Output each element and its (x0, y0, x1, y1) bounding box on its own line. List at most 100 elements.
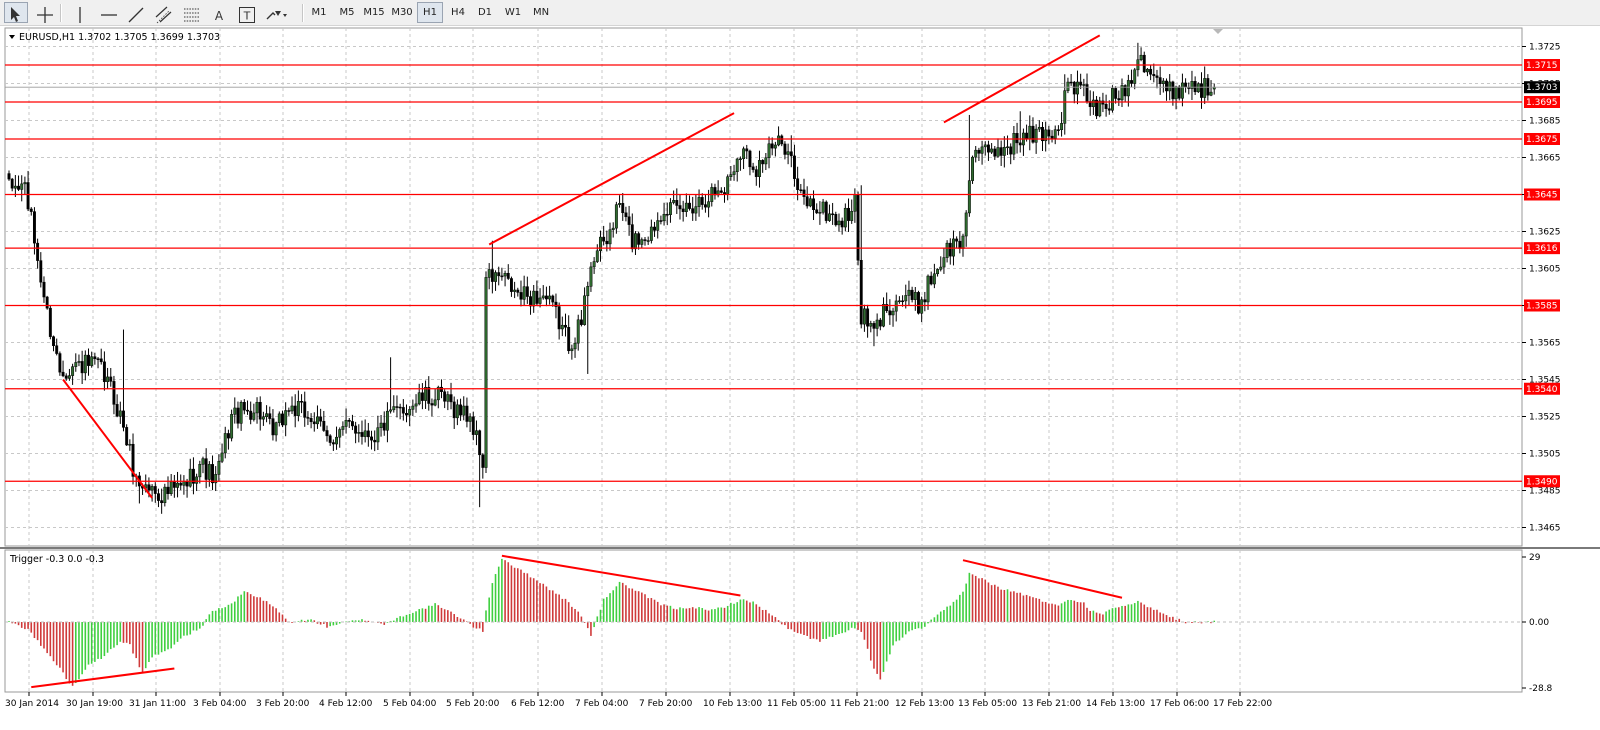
timeframe-m5-button[interactable]: M5 (339, 7, 355, 18)
bearish-candle (497, 272, 501, 277)
text-label-tool-button[interactable]: T (235, 2, 259, 23)
bullish-candle (214, 474, 218, 484)
bullish-candle (1028, 125, 1032, 139)
symbol-menu-arrow-icon[interactable] (9, 35, 15, 39)
bullish-candle (468, 416, 472, 422)
bearish-candle (847, 207, 850, 221)
price-trendline[interactable] (943, 34, 1101, 124)
x-tick-label: 10 Feb 13:00 (703, 699, 762, 709)
bearish-candle (471, 416, 475, 435)
equidistant-channel-tool-icon (155, 6, 172, 24)
chart-shift-marker[interactable] (1213, 29, 1223, 34)
timeframe-m15-button[interactable]: M15 (363, 7, 385, 18)
bearish-candle (999, 147, 1003, 156)
bearish-candle (440, 386, 443, 392)
crosshair-tool-button[interactable] (33, 2, 57, 23)
bearish-candle (1142, 54, 1146, 73)
timeframe-w1-button[interactable]: W1 (504, 7, 522, 18)
bullish-candle (1082, 84, 1086, 86)
level-price-tag (1524, 299, 1560, 312)
bearish-candle (1200, 83, 1203, 98)
timeframe-h1-button[interactable]: H1 (417, 2, 443, 23)
svg-text:A: A (215, 9, 224, 23)
bearish-candle (449, 394, 453, 403)
trendline-tool-button[interactable] (124, 2, 148, 23)
arrows-tool-button[interactable] (262, 2, 292, 23)
bullish-candle (385, 410, 389, 431)
bearish-candle (659, 220, 663, 222)
price-trendline[interactable] (488, 112, 735, 246)
bearish-candle (1158, 77, 1162, 84)
bearish-candle (58, 353, 62, 373)
bullish-candle (853, 194, 857, 212)
horizontal-line-tool-icon (101, 14, 117, 16)
bearish-candle (55, 345, 59, 354)
bearish-candle (1015, 133, 1019, 144)
bearish-candle (303, 401, 307, 418)
bearish-candle (856, 194, 860, 261)
bearish-candle (1165, 80, 1168, 92)
bearish-candle (834, 214, 838, 226)
bearish-candle (236, 407, 240, 424)
cursor-tool-button[interactable] (4, 2, 28, 23)
bearish-candle (678, 205, 682, 210)
bearish-candle (147, 484, 151, 491)
bearish-candle (910, 289, 914, 300)
bearish-candle (703, 204, 707, 208)
text-tool-button[interactable]: A (207, 2, 231, 23)
bearish-candle (901, 300, 905, 303)
horizontal-line-tool-button[interactable] (97, 2, 121, 23)
indicator-trendline[interactable] (501, 554, 741, 597)
bearish-candle (405, 412, 408, 416)
bearish-candle (427, 387, 431, 404)
bullish-candle (920, 299, 924, 314)
y-tick-label: 1.3485 (1529, 487, 1561, 497)
bullish-candle (233, 407, 237, 415)
x-tick-label: 3 Feb 04:00 (193, 699, 247, 709)
timeframe-d1-button[interactable]: D1 (477, 7, 493, 18)
bullish-candle (1034, 128, 1038, 143)
bearish-candle (309, 418, 313, 423)
bullish-candle (729, 174, 733, 177)
indicator-trendline[interactable] (962, 559, 1123, 599)
bearish-candle (226, 433, 230, 439)
bearish-candle (1025, 132, 1029, 139)
level-price-label: 1.3695 (1526, 98, 1558, 108)
bearish-candle (7, 173, 11, 180)
bullish-candle (611, 227, 615, 230)
text-label-tool-icon: T (239, 7, 255, 23)
timeframe-m1-button[interactable]: M1 (311, 7, 327, 18)
indicator-trendline[interactable] (31, 667, 175, 689)
bullish-candle (261, 416, 265, 420)
x-tick-label: 14 Feb 13:00 (1086, 699, 1145, 709)
bullish-candle (961, 235, 965, 249)
bullish-candle (1168, 81, 1172, 92)
x-tick-label: 3 Feb 20:00 (256, 699, 310, 709)
bearish-candle (109, 376, 113, 382)
bearish-candle (1069, 81, 1073, 84)
bearish-candle (430, 403, 434, 406)
bullish-candle (1145, 68, 1149, 73)
bearish-candle (112, 381, 116, 405)
bullish-candle (1111, 88, 1114, 111)
vertical-line-tool-button[interactable] (68, 2, 92, 23)
equidistant-channel-tool-button[interactable] (152, 2, 176, 24)
timeframe-h4-button[interactable]: H4 (451, 7, 465, 18)
x-tick-label: 12 Feb 13:00 (895, 699, 954, 709)
bullish-candle (758, 160, 761, 177)
price-trendline[interactable] (62, 378, 153, 499)
bearish-candle (281, 413, 284, 426)
bullish-candle (150, 486, 154, 491)
bearish-candle (258, 401, 262, 420)
bullish-candle (939, 266, 943, 270)
bearish-candle (52, 336, 55, 346)
bullish-candle (707, 201, 711, 208)
bullish-candle (583, 295, 587, 325)
cursor-tool-icon (11, 7, 20, 22)
bullish-candle (742, 148, 746, 159)
timeframe-mn-button[interactable]: MN (532, 7, 550, 18)
timeframe-m30-button[interactable]: M30 (391, 7, 413, 18)
bullish-candle (726, 176, 730, 195)
bullish-candle (996, 147, 1000, 157)
